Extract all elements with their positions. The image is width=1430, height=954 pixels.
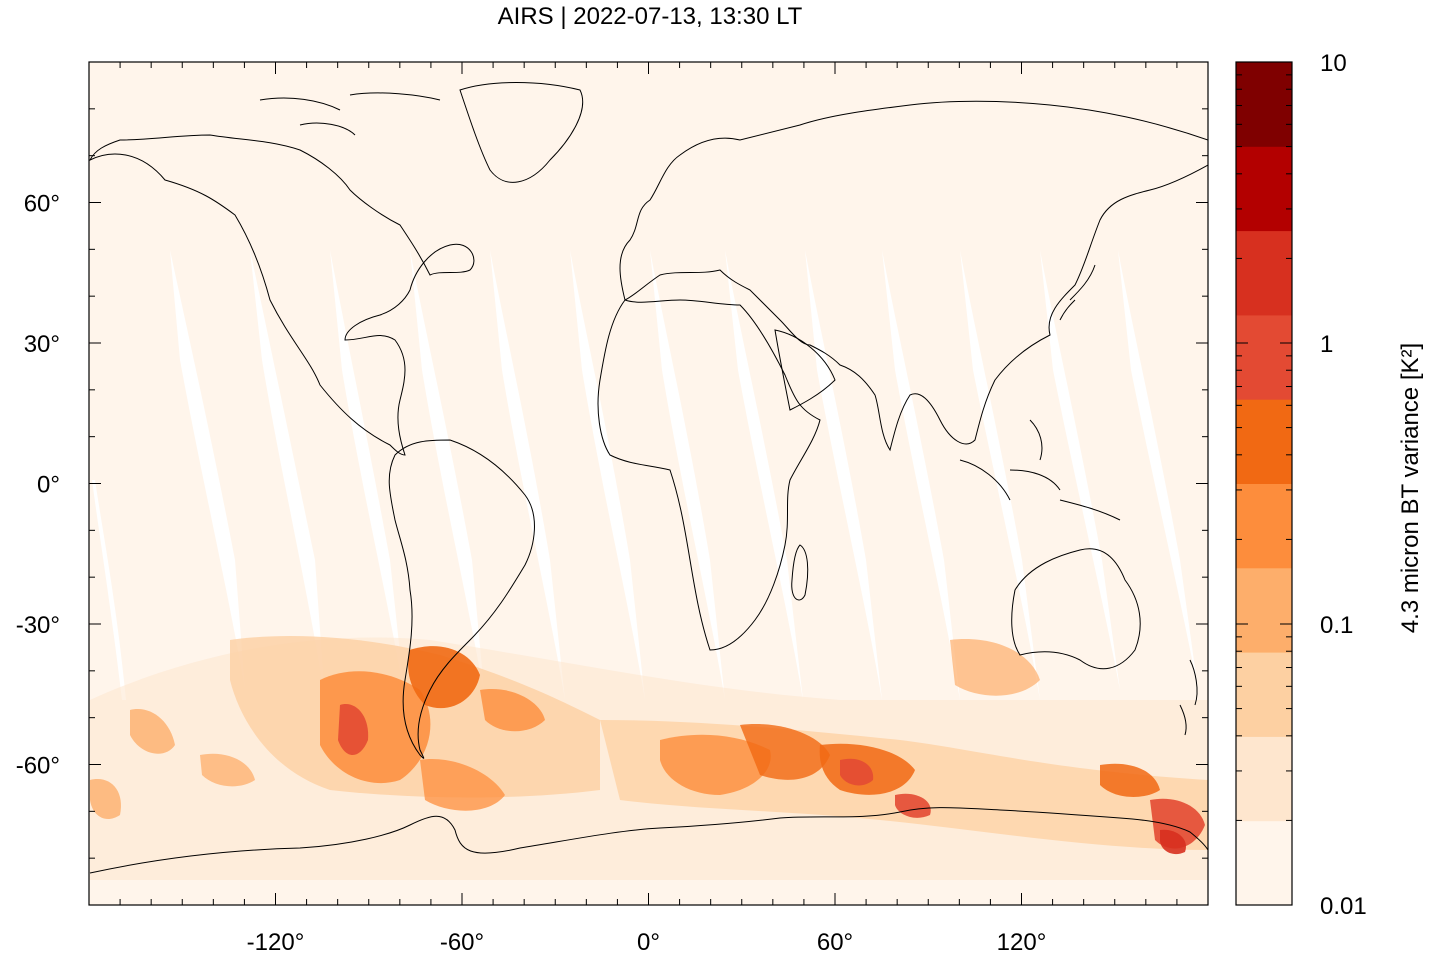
map-ticks: [89, 62, 1208, 905]
coastline-australia: [1011, 548, 1141, 670]
map-tick-labels: -120° -60° 0° 60° 120° 60° 30° 0° -30° -60°: [16, 191, 1047, 954]
colorbar-band: [1236, 146, 1292, 232]
colorbar-tick-label: 10: [1320, 50, 1347, 77]
swath-gap: [725, 250, 803, 700]
swath-gap: [805, 250, 882, 700]
coastline-south-america: [388, 439, 535, 759]
colorbar-band: [1236, 62, 1292, 147]
coastline-north-america: [89, 134, 475, 456]
colorbar-bands: [1236, 62, 1292, 906]
colorbar-tick-label: 0.01: [1320, 893, 1367, 920]
coastline-arctic-islands: [259, 92, 441, 136]
y-tick-label: 60°: [24, 191, 60, 218]
swath-gap: [650, 250, 725, 700]
colorbar: 10 1 0.1 0.01 4.3 micron BT variance [K²]: [1235, 50, 1424, 920]
coastline-japan: [1059, 264, 1096, 321]
coastline-greenland: [459, 82, 584, 183]
x-tick-label: -60°: [440, 929, 484, 954]
colorbar-tick-labels: 10 1 0.1 0.01: [1320, 50, 1367, 920]
swath-gap: [490, 250, 565, 700]
x-tick-label: 120°: [997, 929, 1047, 954]
coastline-eurasia: [619, 100, 1208, 452]
coastline-antarctica: [89, 807, 1208, 874]
coastline-africa: [597, 299, 821, 651]
colorbar-ticks: [1236, 61, 1292, 906]
y-tick-label: 0°: [37, 472, 60, 499]
swath-gap: [92, 480, 126, 700]
colorbar-label: 4.3 micron BT variance [K²]: [1397, 343, 1424, 633]
coastlines: [89, 82, 1208, 874]
colorbar-frame: [1235, 61, 1293, 906]
y-tick-label: 30°: [24, 331, 60, 358]
colorbar-band: [1236, 820, 1292, 906]
coastline-indonesia: [959, 419, 1121, 521]
colorbar-band: [1236, 314, 1292, 400]
swath-gap: [1118, 250, 1198, 690]
colorbar-band: [1236, 399, 1292, 484]
swath-gap: [570, 250, 645, 700]
swath-gap: [960, 250, 1040, 700]
map-title: AIRS | 2022-07-13, 13:30 LT: [498, 3, 803, 30]
colorbar-band: [1236, 652, 1292, 737]
swath-gap: [1040, 250, 1120, 690]
swath-gap: [250, 250, 325, 700]
y-tick-label: -60°: [16, 753, 60, 780]
swath-gap: [330, 250, 405, 700]
x-tick-label: -120°: [247, 929, 305, 954]
swath-gap: [882, 250, 960, 700]
swath-gap: [170, 250, 245, 690]
colorbar-band: [1236, 567, 1292, 653]
colorbar-band: [1236, 736, 1292, 822]
colorbar-tick-label: 1: [1320, 331, 1333, 358]
x-tick-label: 60°: [817, 929, 853, 954]
colorbar-tick-label: 0.1: [1320, 612, 1353, 639]
x-tick-label: 0°: [637, 929, 660, 954]
y-tick-label: -30°: [16, 612, 60, 639]
coastline-arabia: [774, 329, 836, 411]
coastline-madagascar: [791, 544, 809, 601]
colorbar-band: [1236, 483, 1292, 569]
swath-gap: [410, 250, 485, 700]
map-panel: -120° -60° 0° 60° 120° 60° 30° 0° -30° -60°: [16, 61, 1209, 954]
colorbar-band: [1236, 230, 1292, 316]
swath-gaps: [92, 250, 1198, 700]
coastline-new-zealand: [1179, 659, 1198, 736]
